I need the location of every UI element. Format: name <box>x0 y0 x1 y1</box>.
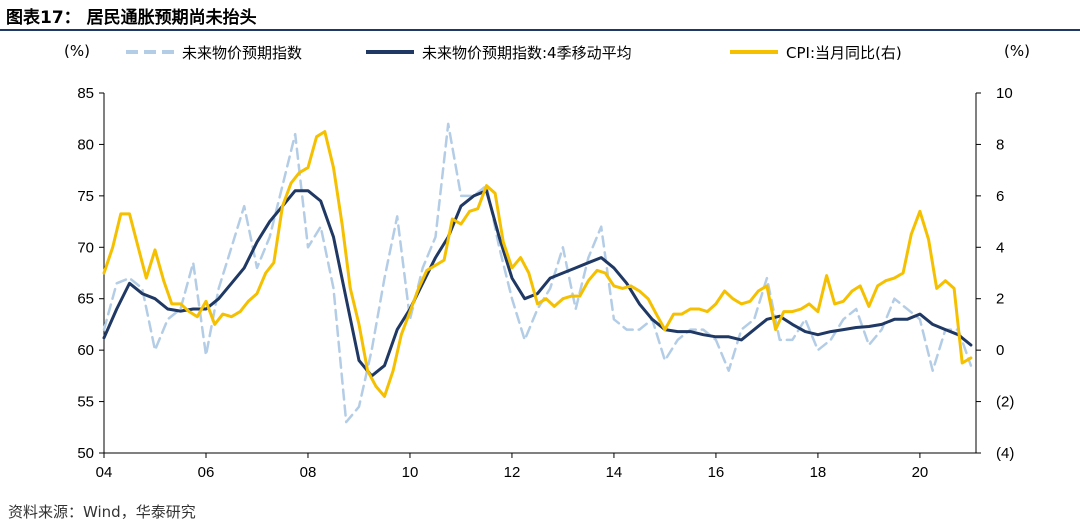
legend-label-ma4: 未来物价预期指数:4季移动平均 <box>422 43 632 62</box>
left-tick-label: 55 <box>77 394 94 411</box>
right-axis-unit: (%) <box>1004 42 1030 60</box>
right-tick-label: 2 <box>996 291 1004 308</box>
series-line-cpi <box>102 130 973 398</box>
left-tick-label: 75 <box>77 188 94 205</box>
legend-label-cpi: CPI:当月同比(右) <box>786 43 902 62</box>
chart-title: 图表17： 居民通胀预期尚未抬头 <box>6 8 257 28</box>
series-line-expectation <box>102 122 973 424</box>
legend-swatch-expectation <box>126 50 174 54</box>
x-tick-label: 18 <box>810 464 827 481</box>
legend-label-expectation: 未来物价预期指数 <box>182 43 303 62</box>
right-tick-label: 10 <box>996 85 1013 102</box>
legend-item-expectation: 未来物价预期指数 <box>126 40 302 64</box>
x-tick-label: 20 <box>912 464 929 481</box>
left-tick-label: 65 <box>77 291 94 308</box>
legend-swatch-ma4 <box>366 50 414 54</box>
right-tick-label: 0 <box>996 342 1004 359</box>
series-line-ma4 <box>102 189 973 378</box>
x-tick-label: 12 <box>504 464 521 481</box>
x-tick-label: 06 <box>198 464 215 481</box>
right-tick-label: 8 <box>996 136 1004 153</box>
legend: 未来物价预期指数 未来物价预期指数:4季移动平均 CPI:当月同比(右) <box>0 40 1080 64</box>
right-tick-label: (4) <box>996 445 1014 462</box>
right-tick-label: (2) <box>996 394 1014 411</box>
left-tick-label: 50 <box>77 445 94 462</box>
legend-item-ma4: 未来物价预期指数:4季移动平均 <box>366 40 632 64</box>
right-tick-label: 4 <box>996 239 1004 256</box>
title-rule <box>0 29 1080 31</box>
x-tick-label: 16 <box>708 464 725 481</box>
left-tick-label: 85 <box>77 85 94 102</box>
legend-item-cpi: CPI:当月同比(右) <box>730 40 902 64</box>
x-tick-label: 04 <box>96 464 113 481</box>
left-tick-label: 60 <box>77 342 94 359</box>
right-tick-label: 6 <box>996 188 1004 205</box>
x-tick-label: 14 <box>606 464 623 481</box>
title-bar: 图表17： 居民通胀预期尚未抬头 <box>0 0 1080 31</box>
left-axis-unit: (%) <box>64 42 90 60</box>
legend-swatch-cpi <box>730 50 778 54</box>
x-tick-label: 08 <box>300 464 317 481</box>
left-tick-label: 80 <box>77 136 94 153</box>
left-tick-label: 70 <box>77 239 94 256</box>
x-tick-label: 10 <box>402 464 419 481</box>
source-note: 资料来源：Wind，华泰研究 <box>8 503 196 521</box>
